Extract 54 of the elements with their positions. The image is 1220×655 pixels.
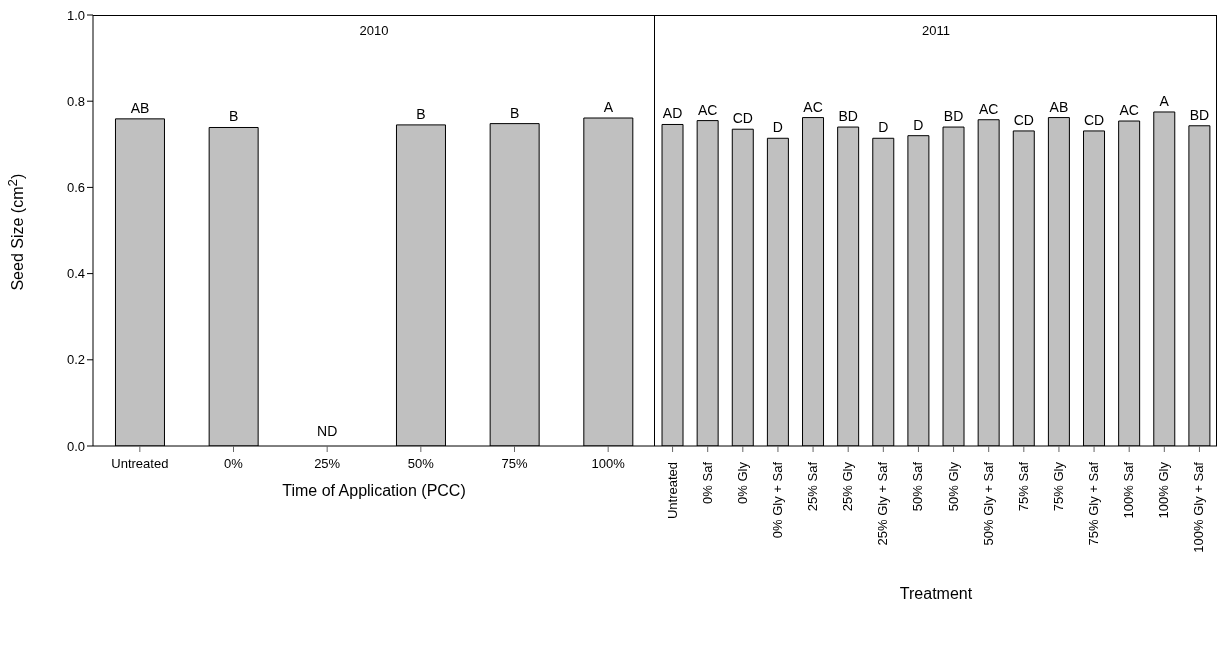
y-tick-label: 0.0 <box>66 438 85 454</box>
x-tick-label: 50% <box>407 456 435 471</box>
x-tick-label: Untreated <box>111 456 169 471</box>
x-tick-label: 100% Gly <box>1156 461 1172 519</box>
text: 2010 <box>358 23 390 38</box>
x-tick-label: 25% Saf <box>805 461 821 512</box>
y-tick-label: 0.2 <box>66 352 85 368</box>
data-label: D <box>913 116 924 133</box>
x-tick-label: 75% Gly <box>1050 461 1066 512</box>
data-label: BD <box>1189 106 1210 123</box>
x-tick-label: 75% Saf <box>1015 461 1031 512</box>
data-label: AC <box>1119 102 1139 119</box>
data-label: B <box>228 108 239 125</box>
x-tick-label: 0% Gly + Saf <box>769 461 785 539</box>
x-axis-title: Treatment <box>898 585 974 603</box>
data-label: AC <box>978 100 999 117</box>
x-tick-label: 50% Gly + Saf <box>980 461 996 546</box>
data-label: BD <box>943 108 964 125</box>
x-tick-label: 100% Gly + Saf <box>1191 461 1207 553</box>
x-tick-label: 25% Gly + Saf <box>875 461 891 546</box>
x-tick-label: Untreated <box>664 462 680 520</box>
x-tick-label: 25% <box>314 456 341 471</box>
data-label: A <box>603 99 614 116</box>
data-label: AC <box>803 98 823 115</box>
x-tick-label: 75% Gly + Saf <box>1086 461 1102 546</box>
text: 2011 <box>921 23 951 38</box>
data-label: A <box>1159 92 1170 109</box>
y-tick-label: 0.6 <box>66 180 85 196</box>
x-tick-label: 0% Saf <box>699 461 715 504</box>
data-label: D <box>878 119 889 136</box>
data-label: B <box>509 104 520 121</box>
data-label: CD <box>732 110 753 127</box>
y-tick-label: 0.4 <box>66 266 85 282</box>
data-label: BD <box>838 108 858 125</box>
data-label: AB <box>1049 98 1069 115</box>
data-label: CD <box>1013 111 1034 128</box>
data-label: B <box>416 105 426 122</box>
x-tick-label: 100% <box>591 456 626 471</box>
data-label: AD <box>662 105 683 122</box>
y-tick-label: 1.0 <box>66 7 85 23</box>
x-tick-label: 25% Gly <box>840 461 856 512</box>
data-label: AB <box>130 99 150 116</box>
x-tick-label: 75% <box>501 456 528 471</box>
x-tick-label: 100% Saf <box>1121 461 1137 519</box>
x-tick-label: 0% <box>224 456 244 471</box>
x-tick-label: 50% Saf <box>910 461 926 512</box>
text: ND <box>317 423 338 439</box>
data-label: CD <box>1083 111 1105 128</box>
data-label: AC <box>697 101 718 118</box>
x-tick-label: 50% Gly <box>945 461 961 512</box>
x-tick-label: 0% Gly <box>734 461 750 504</box>
y-tick-label: 0.8 <box>66 93 85 109</box>
x-axis-title: Time of Application (PCC) <box>281 482 467 500</box>
data-label: D <box>772 119 783 136</box>
